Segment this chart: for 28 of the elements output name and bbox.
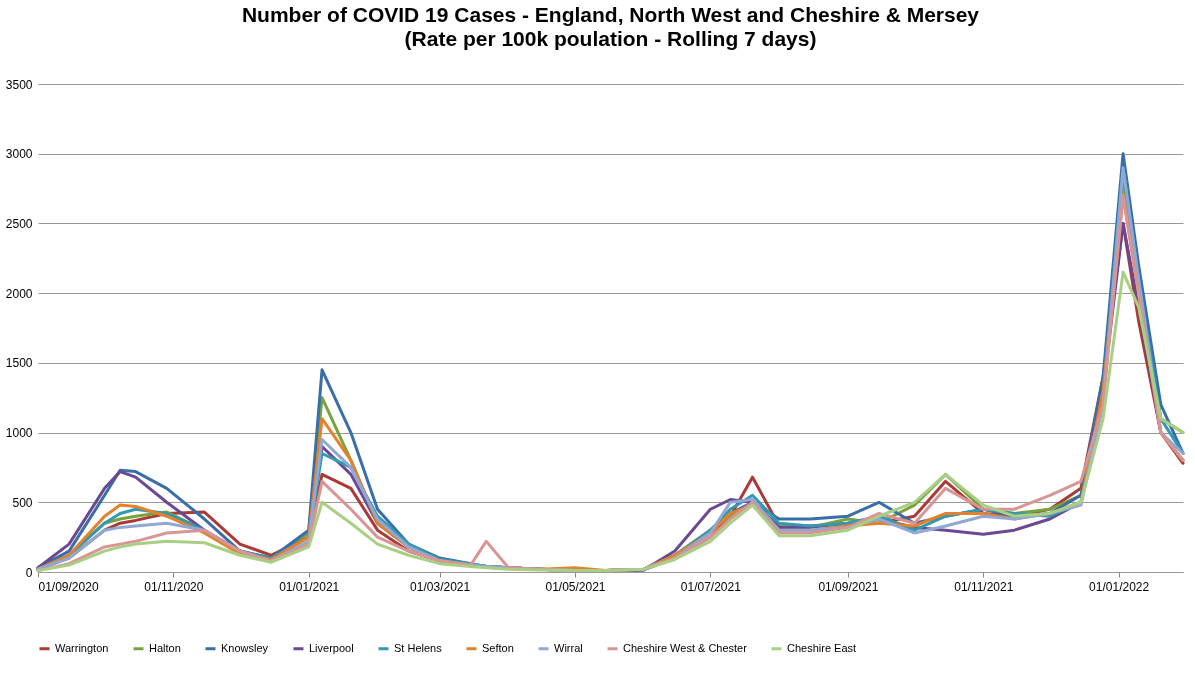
x-tick-label: 01/05/2021 xyxy=(545,579,606,594)
y-tick-label: 3500 xyxy=(5,77,33,92)
x-tick-label: 01/09/2021 xyxy=(818,579,879,594)
y-tick-label: 2500 xyxy=(5,216,33,231)
legend-label: Wirral xyxy=(554,641,583,654)
y-tick-label: 3000 xyxy=(5,147,33,162)
legend-label: St Helens xyxy=(394,641,443,654)
y-tick-label: 0 xyxy=(25,565,33,580)
chart-subtitle: (Rate per 100k poulation - Rolling 7 days) xyxy=(404,27,817,50)
y-tick-label: 1500 xyxy=(5,356,33,371)
legend-label: Knowsley xyxy=(221,641,269,654)
x-tick-label: 01/03/2021 xyxy=(410,579,471,594)
x-tick-label: 01/01/2021 xyxy=(279,579,340,594)
chart-title: Number of COVID 19 Cases - England, North West and Cheshire & Mersey xyxy=(241,3,980,26)
y-tick-label: 1000 xyxy=(5,426,33,441)
y-tick-label: 2000 xyxy=(5,286,33,301)
y-tick-label: 500 xyxy=(12,495,33,510)
x-tick-label: 01/11/2020 xyxy=(144,579,204,594)
x-tick-label: 01/01/2022 xyxy=(1089,579,1150,594)
legend-label: Cheshire East xyxy=(787,641,857,654)
legend-label: Liverpool xyxy=(309,641,354,654)
x-tick-label: 01/07/2021 xyxy=(680,579,742,594)
legend-label: Warrington xyxy=(55,641,109,654)
legend-label: Sefton xyxy=(482,641,514,654)
legend-label: Cheshire West & Chester xyxy=(623,641,748,654)
x-tick-label: 01/11/2021 xyxy=(954,579,1014,594)
legend-label: Halton xyxy=(149,641,181,654)
x-tick-label: 01/09/2020 xyxy=(38,579,99,594)
